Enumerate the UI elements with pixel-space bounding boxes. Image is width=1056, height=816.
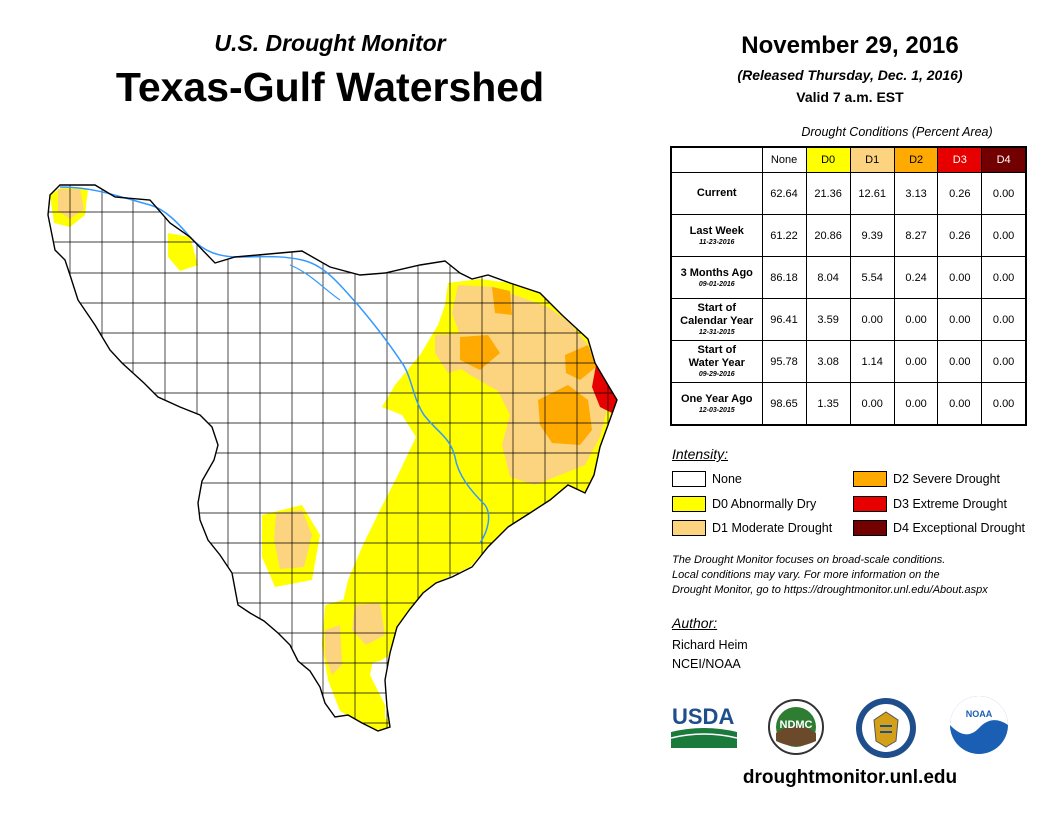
- table-cell: 0.00: [850, 299, 894, 341]
- noaa-logo-text: NOAA: [966, 709, 993, 719]
- legend-swatch: [853, 496, 887, 512]
- legend-item-d0: D0 Abnormally Dry: [672, 496, 816, 512]
- row-label: Current: [671, 173, 762, 215]
- author-name: Richard Heim: [672, 638, 748, 652]
- drought-map: [40, 175, 640, 745]
- legend-item-d4: D4 Exceptional Drought: [853, 520, 1025, 536]
- table-cell: 1.35: [806, 383, 850, 426]
- legend-swatch: [672, 496, 706, 512]
- note-line: Local conditions may vary. For more info…: [672, 568, 1042, 583]
- col-header-d1: D1: [850, 147, 894, 173]
- row-label: One Year Ago 12-03-2015: [671, 383, 762, 426]
- table-caption: Drought Conditions (Percent Area): [768, 125, 1026, 139]
- table-cell: 0.00: [982, 215, 1026, 257]
- legend-label: D2 Severe Drought: [893, 472, 1000, 486]
- disclaimer-note: The Drought Monitor focuses on broad-sca…: [672, 553, 1042, 598]
- commerce-seal: [853, 697, 919, 759]
- table-corner: [671, 147, 762, 173]
- table-cell: 3.08: [806, 341, 850, 383]
- legend-item-d2: D2 Severe Drought: [853, 471, 1000, 487]
- table-cell: 8.27: [894, 215, 938, 257]
- legend-item-d1: D1 Moderate Drought: [672, 520, 832, 536]
- table-cell: 9.39: [850, 215, 894, 257]
- table-cell: 95.78: [762, 341, 806, 383]
- table-cell: 0.00: [938, 341, 982, 383]
- release-date: (Released Thursday, Dec. 1, 2016): [690, 67, 1010, 83]
- table-cell: 61.22: [762, 215, 806, 257]
- table-cell: 62.64: [762, 173, 806, 215]
- ndmc-logo-text: NDMC: [780, 719, 813, 731]
- map-date: November 29, 2016: [690, 32, 1010, 60]
- table-cell: 0.00: [938, 299, 982, 341]
- valid-time: Valid 7 a.m. EST: [690, 89, 1010, 105]
- legend-label: D1 Moderate Drought: [712, 521, 832, 535]
- table-cell: 0.26: [938, 215, 982, 257]
- table-cell: 20.86: [806, 215, 850, 257]
- table-row: Last Week 11-23-2016 61.22 20.86 9.39 8.2…: [671, 215, 1026, 257]
- legend-label: D0 Abnormally Dry: [712, 497, 816, 511]
- table-cell: 0.00: [938, 383, 982, 426]
- table-cell: 0.24: [894, 257, 938, 299]
- col-header-d2: D2: [894, 147, 938, 173]
- noaa-logo: NOAA: [948, 694, 1010, 756]
- table-cell: 0.00: [894, 383, 938, 426]
- table-cell: 0.00: [982, 341, 1026, 383]
- table-row: Current 62.64 21.36 12.61 3.13 0.26 0.00: [671, 173, 1026, 215]
- table-cell: 12.61: [850, 173, 894, 215]
- table-cell: 5.54: [850, 257, 894, 299]
- table-cell: 0.00: [982, 383, 1026, 426]
- table-cell: 8.04: [806, 257, 850, 299]
- drought-stats-table: None D0 D1 D2 D3 D4 Current 62.64 21.36 …: [670, 146, 1027, 426]
- table-row: Start of Water Year 09-29-2016 95.78 3.08 …: [671, 341, 1026, 383]
- table-row: 3 Months Ago 09-01-2016 86.18 8.04 5.54 0…: [671, 257, 1026, 299]
- col-header-none: None: [762, 147, 806, 173]
- table-cell: 0.00: [894, 299, 938, 341]
- usda-logo-text: USDA: [672, 704, 734, 729]
- table-row: One Year Ago 12-03-2015 98.65 1.35 0.00 0…: [671, 383, 1026, 426]
- table-cell: 0.00: [982, 257, 1026, 299]
- table-cell: 0.00: [850, 383, 894, 426]
- legend-swatch: [672, 520, 706, 536]
- legend-label: D4 Exceptional Drought: [893, 521, 1025, 535]
- table-cell: 86.18: [762, 257, 806, 299]
- legend-label: D3 Extreme Drought: [893, 497, 1007, 511]
- author-org: NCEI/NOAA: [672, 657, 741, 671]
- table-cell: 21.36: [806, 173, 850, 215]
- legend-label: None: [712, 472, 742, 486]
- table-cell: 1.14: [850, 341, 894, 383]
- table-cell: 98.65: [762, 383, 806, 426]
- map-subtitle: U.S. Drought Monitor: [140, 30, 520, 57]
- table-cell: 96.41: [762, 299, 806, 341]
- table-cell: 0.00: [982, 173, 1026, 215]
- table-cell: 3.13: [894, 173, 938, 215]
- row-label: Start of Calendar Year 12-31-2015: [671, 299, 762, 341]
- usda-logo: USDA: [671, 702, 737, 748]
- legend-item-d3: D3 Extreme Drought: [853, 496, 1007, 512]
- col-header-d4: D4: [982, 147, 1026, 173]
- row-label: Last Week 11-23-2016: [671, 215, 762, 257]
- table-cell: 0.26: [938, 173, 982, 215]
- col-header-d3: D3: [938, 147, 982, 173]
- ndmc-logo: NDMC: [763, 699, 829, 755]
- row-label: Start of Water Year 09-29-2016: [671, 341, 762, 383]
- table-row: Start of Calendar Year 12-31-2015 96.41 3.…: [671, 299, 1026, 341]
- row-label: 3 Months Ago 09-01-2016: [671, 257, 762, 299]
- table-cell: 0.00: [894, 341, 938, 383]
- legend-title: Intensity:: [672, 446, 728, 462]
- table-cell: 0.00: [938, 257, 982, 299]
- legend-swatch: [853, 471, 887, 487]
- table-cell: 3.59: [806, 299, 850, 341]
- website-link[interactable]: droughtmonitor.unl.edu: [700, 767, 1000, 789]
- col-header-d0: D0: [806, 147, 850, 173]
- legend-swatch: [672, 471, 706, 487]
- legend-item-none: None: [672, 471, 742, 487]
- note-line: Drought Monitor, go to https://droughtmo…: [672, 583, 1042, 598]
- legend-swatch: [853, 520, 887, 536]
- map-title: Texas-Gulf Watershed: [60, 64, 600, 111]
- author-label: Author:: [672, 615, 717, 631]
- table-cell: 0.00: [982, 299, 1026, 341]
- note-line: The Drought Monitor focuses on broad-sca…: [672, 553, 1042, 568]
